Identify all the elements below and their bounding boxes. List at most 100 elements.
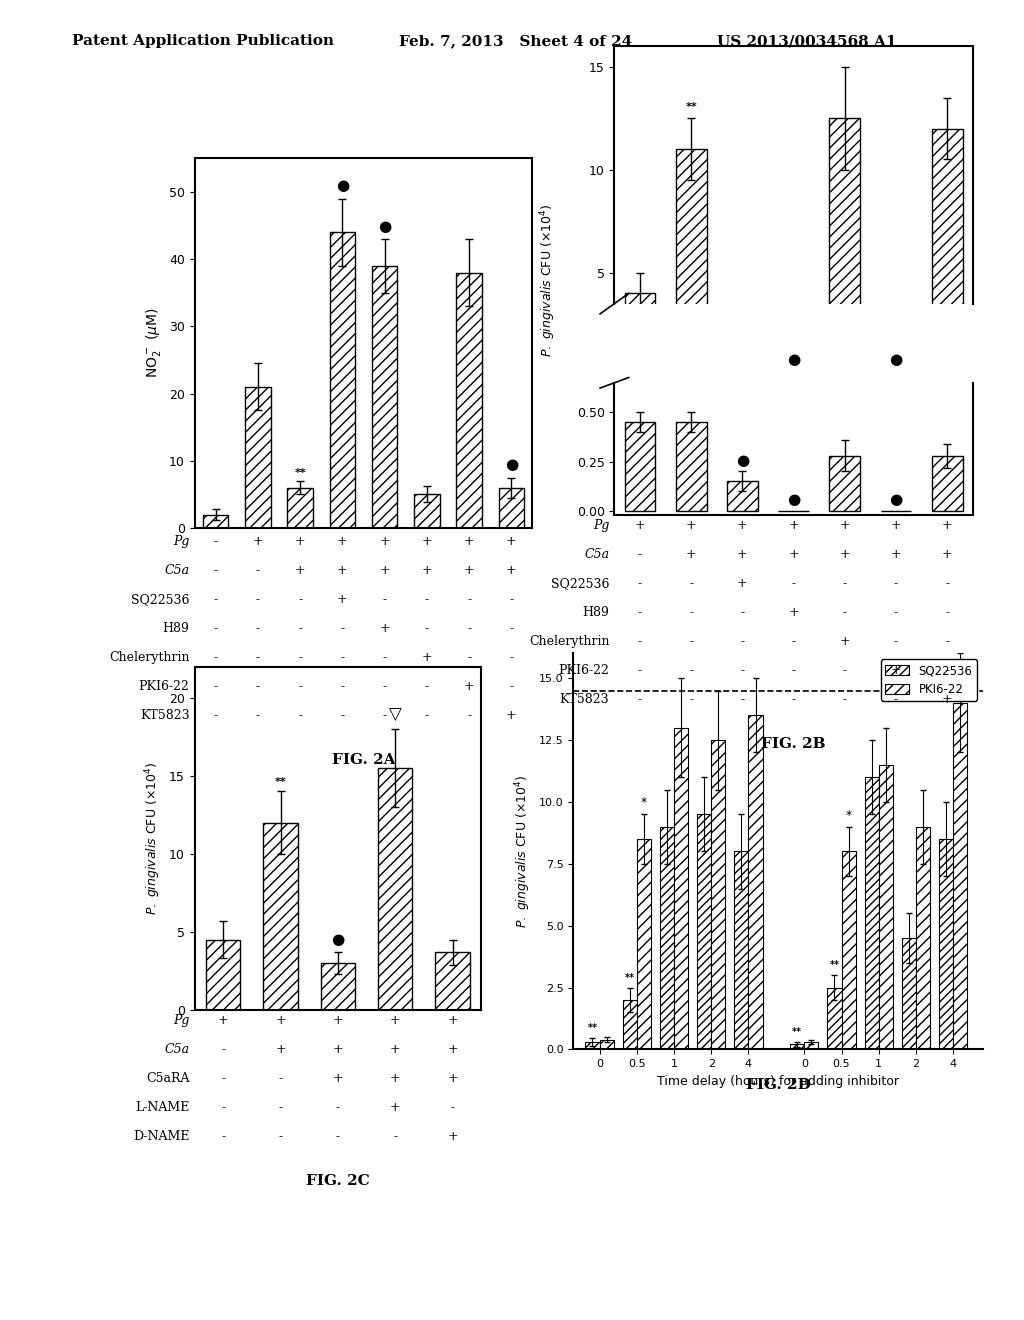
Bar bbox=[676, 149, 707, 376]
Text: ●: ● bbox=[332, 932, 344, 948]
Text: +: + bbox=[506, 564, 517, 577]
Text: -: - bbox=[221, 1101, 225, 1114]
Text: -: - bbox=[894, 577, 898, 590]
Text: +: + bbox=[275, 1014, 286, 1027]
Text: Chelerythrin: Chelerythrin bbox=[528, 635, 609, 648]
Text: -: - bbox=[509, 622, 513, 635]
Text: Chelerythrin: Chelerythrin bbox=[109, 651, 189, 664]
Text: -: - bbox=[425, 593, 429, 606]
Text: **: ** bbox=[829, 960, 840, 970]
Text: -: - bbox=[843, 664, 847, 677]
Text: *: * bbox=[846, 809, 852, 821]
Text: -: - bbox=[298, 709, 302, 722]
Bar bbox=[372, 265, 397, 528]
Text: -: - bbox=[945, 577, 949, 590]
Bar bbox=[625, 293, 655, 376]
Text: -: - bbox=[740, 693, 744, 706]
Text: **: ** bbox=[793, 1027, 802, 1038]
Text: -: - bbox=[298, 680, 302, 693]
Text: +: + bbox=[686, 548, 696, 561]
Text: +: + bbox=[379, 622, 390, 635]
Text: FIG. 2A: FIG. 2A bbox=[332, 754, 395, 767]
Text: +: + bbox=[253, 535, 263, 548]
Text: -: - bbox=[467, 709, 471, 722]
Bar bbox=[791, 1044, 804, 1049]
Text: Pg: Pg bbox=[593, 519, 609, 532]
Text: +: + bbox=[447, 1130, 458, 1143]
Bar bbox=[902, 939, 916, 1049]
Bar bbox=[953, 702, 968, 1049]
Text: -: - bbox=[383, 593, 387, 606]
Text: -: - bbox=[467, 622, 471, 635]
Text: H89: H89 bbox=[583, 606, 609, 619]
Bar bbox=[727, 482, 758, 511]
Bar bbox=[625, 422, 655, 511]
Text: +: + bbox=[379, 535, 390, 548]
Bar bbox=[288, 487, 313, 528]
Text: +: + bbox=[447, 1014, 458, 1027]
Bar bbox=[932, 128, 963, 376]
Text: -: - bbox=[214, 535, 218, 548]
Text: ●: ● bbox=[505, 457, 518, 473]
X-axis label: Time delay (hours) for adding inhibitor: Time delay (hours) for adding inhibitor bbox=[657, 1074, 899, 1088]
Text: -: - bbox=[256, 564, 260, 577]
Text: **: ** bbox=[274, 776, 287, 787]
Bar bbox=[916, 826, 930, 1049]
Text: KT5823: KT5823 bbox=[140, 709, 189, 722]
Text: +: + bbox=[635, 519, 645, 532]
Text: Pg: Pg bbox=[173, 535, 189, 548]
Bar bbox=[932, 455, 963, 511]
Text: +: + bbox=[840, 519, 850, 532]
Text: +: + bbox=[422, 535, 432, 548]
Bar bbox=[842, 851, 856, 1049]
Text: +: + bbox=[464, 564, 474, 577]
Text: -: - bbox=[638, 635, 642, 648]
Text: -: - bbox=[336, 1101, 340, 1114]
Text: -: - bbox=[509, 593, 513, 606]
Bar bbox=[879, 764, 893, 1049]
Text: -: - bbox=[689, 606, 693, 619]
Text: PKI6-22: PKI6-22 bbox=[558, 664, 609, 677]
Text: -: - bbox=[792, 664, 796, 677]
Text: +: + bbox=[333, 1043, 343, 1056]
Text: -: - bbox=[894, 606, 898, 619]
Text: FIG. 2D: FIG. 2D bbox=[745, 1078, 811, 1092]
Text: +: + bbox=[390, 1072, 400, 1085]
Text: -: - bbox=[256, 622, 260, 635]
Text: $P.\ gingivalis$ CFU (×10$^4$): $P.\ gingivalis$ CFU (×10$^4$) bbox=[538, 203, 558, 358]
Text: -: - bbox=[894, 693, 898, 706]
Bar bbox=[435, 952, 470, 1010]
Bar bbox=[321, 964, 355, 1010]
Text: -: - bbox=[467, 593, 471, 606]
Text: **: ** bbox=[685, 102, 697, 112]
Text: +: + bbox=[390, 1014, 400, 1027]
Text: +: + bbox=[788, 519, 799, 532]
Bar bbox=[749, 715, 763, 1049]
Text: -: - bbox=[298, 622, 302, 635]
Text: +: + bbox=[891, 519, 901, 532]
Text: -: - bbox=[279, 1101, 283, 1114]
Text: Patent Application Publication: Patent Application Publication bbox=[72, 34, 334, 49]
Text: -: - bbox=[945, 664, 949, 677]
Text: +: + bbox=[390, 1101, 400, 1114]
Text: -: - bbox=[298, 593, 302, 606]
Text: -: - bbox=[843, 606, 847, 619]
Text: SQ22536: SQ22536 bbox=[551, 577, 609, 590]
Text: -: - bbox=[638, 664, 642, 677]
Text: -: - bbox=[214, 651, 218, 664]
Text: -: - bbox=[256, 593, 260, 606]
Text: -: - bbox=[383, 651, 387, 664]
Text: +: + bbox=[840, 548, 850, 561]
Text: +: + bbox=[337, 564, 348, 577]
Text: -: - bbox=[279, 1130, 283, 1143]
Text: H89: H89 bbox=[163, 622, 189, 635]
Text: -: - bbox=[256, 680, 260, 693]
Y-axis label: $P.\ gingivalis$ CFU (×10$^4$): $P.\ gingivalis$ CFU (×10$^4$) bbox=[143, 762, 164, 915]
Bar bbox=[586, 1041, 599, 1049]
Text: C5a: C5a bbox=[164, 564, 189, 577]
Text: -: - bbox=[638, 577, 642, 590]
Text: -: - bbox=[425, 680, 429, 693]
Bar bbox=[623, 1001, 637, 1049]
Text: -: - bbox=[945, 635, 949, 648]
Text: +: + bbox=[447, 1072, 458, 1085]
